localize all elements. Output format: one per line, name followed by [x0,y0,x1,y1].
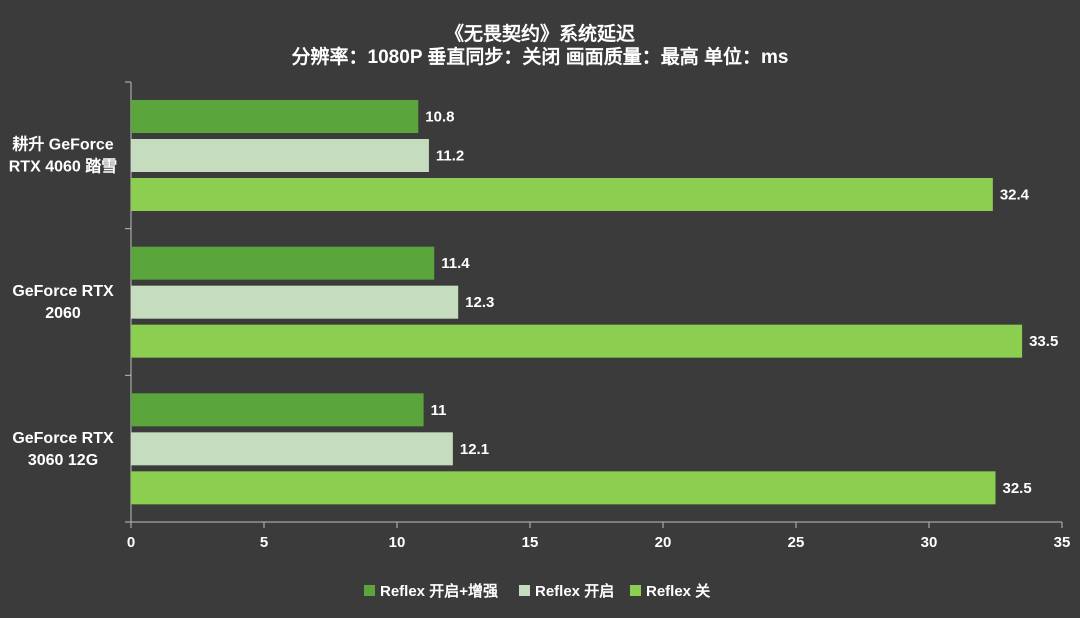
bar [131,324,1023,358]
bar [131,246,435,280]
bar [131,393,424,427]
x-tick-label: 25 [788,534,805,551]
legend-label: Reflex 开启+增强 [380,582,498,600]
bar [131,178,993,211]
legend-swatch [519,585,530,596]
data-label: 32.4 [1000,187,1030,204]
category-label: 3060 12G [28,452,98,469]
category-label: 2060 [45,305,81,322]
legend-swatch [630,585,641,596]
data-label: 32.5 [1003,480,1032,497]
x-tick-label: 0 [127,534,135,551]
x-tick-label: 20 [655,534,672,551]
bar [131,285,459,319]
legend: Reflex 开启+增强 Reflex 开启 Reflex 关 [364,582,710,600]
bar [131,471,996,505]
axes: 0 5 10 15 20 25 30 35 耕升 GeForce RTX 4060 踏雪 GeFor… [9,81,1071,551]
category-label: 耕升 GeForce [12,135,113,154]
data-label: 11.2 [436,148,464,165]
bars-group: 10.8 11.2 32.4 11.4 12.3 33.5 11 12.1 32.5 [131,100,1058,505]
bar [131,139,429,172]
data-label: 12.3 [465,294,494,311]
x-tick-label: 5 [260,534,268,551]
data-label: 33.5 [1029,333,1058,350]
legend-label: Reflex 关 [646,582,710,600]
legend-swatch [364,585,375,596]
x-tick-label: 30 [921,534,938,551]
chart-title: 《无畏契约》系统延迟 [445,22,635,45]
x-tick-label: 15 [522,534,539,551]
bar [131,432,453,466]
data-label: 12.1 [460,441,489,458]
data-label: 10.8 [425,109,454,126]
x-tick-label: 10 [389,534,406,551]
chart-subtitle: 分辨率：1080P 垂直同步：关闭 画面质量：最高 单位：ms [292,45,789,68]
legend-label: Reflex 开启 [535,582,614,600]
x-tick-label: 35 [1054,534,1071,551]
category-label: RTX 4060 踏雪 [9,157,118,176]
category-label: GeForce RTX [12,430,114,447]
bar [131,100,419,133]
data-label: 11.4 [441,255,470,272]
category-label: GeForce RTX [12,283,114,300]
data-label: 11 [431,402,447,419]
